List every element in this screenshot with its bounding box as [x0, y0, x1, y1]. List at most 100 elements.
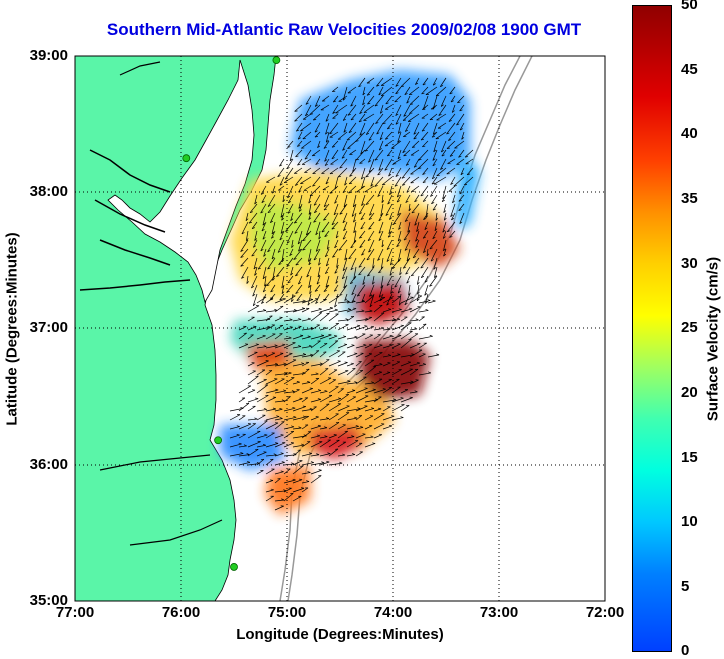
velocity-arrow: [368, 158, 375, 173]
velocity-arrow: [368, 131, 375, 141]
velocity-arrow-head: [387, 371, 391, 373]
colorbar: [632, 5, 672, 652]
velocity-arrow: [247, 344, 259, 349]
velocity-arrow: [265, 489, 274, 493]
colorbar-tick: 45: [681, 61, 698, 78]
velocity-arrow: [424, 221, 429, 230]
velocity-arrow-head: [353, 219, 356, 223]
velocity-arrow: [410, 176, 420, 184]
velocity-arrow: [399, 266, 402, 276]
velocity-arrow-head: [403, 119, 407, 121]
velocity-arrow: [229, 443, 242, 448]
velocity-arrow: [310, 373, 319, 376]
velocity-arrow-head: [252, 294, 256, 297]
velocity-arrow: [355, 301, 365, 304]
velocity-arrow-head: [323, 327, 327, 329]
velocity-arrow-head: [302, 248, 306, 251]
velocity-arrow: [418, 149, 429, 161]
velocity-arrow-head: [302, 239, 306, 242]
velocity-arrow-head: [255, 397, 259, 399]
velocity-arrow-head: [351, 435, 355, 437]
velocity-arrow-head: [308, 217, 312, 220]
velocity-arrow: [366, 86, 375, 96]
velocity-arrow-head: [254, 273, 257, 276]
velocity-arrow: [253, 239, 258, 248]
velocity-arrow-head: [287, 211, 291, 214]
velocity-arrow: [247, 463, 260, 466]
velocity-arrow-head: [413, 132, 417, 135]
velocity-arrow: [265, 310, 278, 313]
velocity-arrow: [292, 300, 306, 304]
velocity-arrow: [400, 389, 409, 394]
velocity-arrow-head: [343, 130, 347, 133]
velocity-arrow: [265, 333, 276, 340]
velocity-arrow: [238, 397, 246, 403]
velocity-arrow: [247, 305, 260, 313]
velocity-arrow: [319, 439, 331, 448]
velocity-arrow: [386, 248, 393, 262]
velocity-arrow: [325, 122, 330, 135]
velocity-arrow-head: [394, 184, 398, 187]
velocity-arrow-head: [405, 200, 409, 203]
velocity-arrow: [283, 416, 297, 421]
velocity-arrow-head: [413, 137, 417, 140]
velocity-arrow: [350, 95, 357, 107]
colorbar-tick: 25: [681, 319, 698, 336]
velocity-arrow: [373, 396, 382, 403]
velocity-arrow: [364, 353, 373, 358]
velocity-arrow: [238, 434, 246, 439]
velocity-arrow-head: [458, 155, 462, 158]
velocity-arrow: [328, 439, 340, 448]
velocity-arrow: [425, 86, 438, 95]
velocity-arrow-head: [354, 416, 358, 419]
velocity-arrow-head: [412, 146, 416, 148]
velocity-arrow: [265, 480, 274, 484]
velocity-arrow: [247, 375, 259, 385]
velocity-arrow-head: [273, 453, 277, 456]
velocity-arrow: [310, 340, 321, 349]
velocity-arrow: [265, 432, 275, 439]
velocity-arrow: [409, 328, 418, 331]
velocity-arrow: [313, 194, 321, 206]
velocity-arrow: [330, 158, 339, 165]
velocity-arrow: [346, 436, 355, 439]
velocity-arrow: [298, 239, 303, 252]
velocity-arrow-head: [294, 221, 298, 224]
velocity-arrow: [429, 275, 438, 287]
velocity-arrow-head: [303, 434, 307, 437]
velocity-arrow-head: [261, 200, 265, 203]
velocity-arrow: [315, 239, 321, 252]
velocity-arrow-head: [260, 192, 264, 195]
velocity-arrow: [335, 275, 339, 284]
velocity-arrow-head: [266, 284, 270, 287]
velocity-arrow-head: [315, 301, 319, 304]
velocity-arrow-head: [333, 100, 337, 103]
velocity-arrow-head: [416, 361, 420, 364]
velocity-arrow-head: [402, 150, 406, 153]
velocity-arrow-head: [334, 304, 337, 308]
velocity-arrow-head: [302, 371, 306, 374]
velocity-arrow: [402, 257, 411, 269]
velocity-arrow: [390, 257, 393, 266]
velocity-arrow-head: [382, 388, 386, 390]
velocity-arrow-head: [302, 415, 307, 418]
velocity-arrow: [449, 149, 456, 157]
velocity-arrow-head: [283, 489, 287, 492]
velocity-arrow: [323, 140, 330, 149]
velocity-arrow: [410, 167, 420, 175]
velocity-arrow: [364, 389, 376, 394]
velocity-arrow-head: [331, 227, 335, 230]
velocity-arrow-head: [339, 212, 343, 215]
velocity-arrow: [342, 140, 348, 151]
velocity-arrow-head: [307, 317, 311, 320]
velocity-arrow: [423, 239, 429, 253]
velocity-arrow: [359, 158, 366, 164]
velocity-arrow-head: [358, 273, 362, 276]
velocity-arrow-head: [361, 203, 365, 206]
velocity-arrow-head: [350, 362, 354, 365]
velocity-arrow: [274, 471, 284, 475]
velocity-arrow-head: [432, 164, 436, 167]
velocity-arrow: [238, 343, 249, 349]
velocity-arrow-head: [292, 406, 296, 409]
velocity-arrow-head: [318, 262, 321, 266]
